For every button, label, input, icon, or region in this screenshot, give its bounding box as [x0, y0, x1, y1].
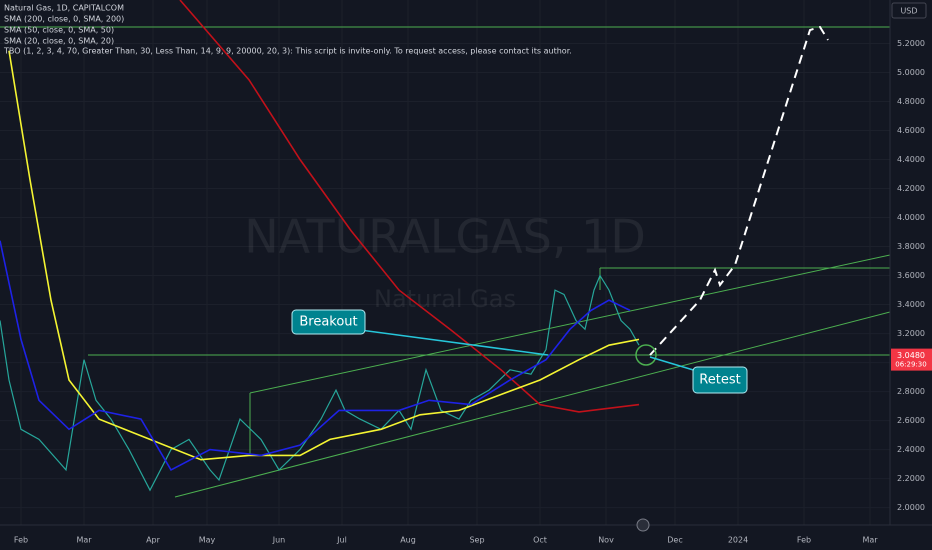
callout-line — [649, 356, 701, 373]
indicator-legend: TBO (1, 2, 3, 4, 70, Greater Than, 30, L… — [3, 47, 572, 56]
x-tick-label: Dec — [667, 536, 682, 545]
projection-path — [649, 25, 829, 356]
callout-line — [359, 329, 549, 356]
annotation-retest: Retest — [649, 356, 748, 394]
y-tick-label: 5.0000 — [897, 68, 925, 77]
drawings — [0, 25, 891, 498]
callout-box — [692, 366, 748, 394]
last-price-box — [891, 348, 932, 371]
y-tick-label: 3.2000 — [897, 329, 925, 338]
callout-text: Breakout — [299, 315, 357, 330]
legend-entry: SMA (200, close, 0, SMA, 200) — [4, 15, 124, 24]
callout-text: Retest — [699, 373, 740, 388]
y-tick-label: 4.2000 — [897, 184, 925, 193]
y-tick-label: 2.0000 — [897, 503, 925, 512]
x-tick-label: Jun — [272, 536, 286, 545]
retest-circle — [635, 344, 657, 366]
x-tick-label: Nov — [598, 536, 614, 545]
x-tick-label: Feb — [14, 536, 28, 545]
y-tick-label: 4.4000 — [897, 155, 925, 164]
time-axis — [0, 525, 890, 550]
x-tick-label: Aug — [400, 536, 416, 545]
x-tick-label: Mar — [862, 536, 878, 545]
y-tick-label: 3.4000 — [897, 300, 925, 309]
channel-upper — [249, 254, 891, 394]
x-tick-label: Jul — [336, 536, 347, 545]
x-tick-label: Oct — [533, 536, 547, 545]
x-tick-label: Feb — [797, 536, 811, 545]
y-tick-label: 3.8000 — [897, 242, 925, 251]
x-tick-label: Mar — [76, 536, 92, 545]
legend-entry: SMA (50, close, 0, SMA, 50) — [4, 26, 114, 35]
series-line — [8, 50, 640, 461]
y-tick-label: 2.4000 — [897, 445, 925, 454]
series — [0, 0, 640, 492]
legend-title: Natural Gas, 1D, CAPITALCOM — [4, 4, 124, 13]
price-axis — [890, 0, 932, 550]
callout-box — [291, 309, 366, 335]
annotation-breakout: Breakout — [291, 309, 549, 356]
y-tick-label: 2.6000 — [897, 416, 925, 425]
series-line — [179, 0, 640, 413]
y-tick-label: 5.2000 — [897, 39, 925, 48]
y-tick-label: 4.6000 — [897, 126, 925, 135]
series-line — [0, 240, 631, 471]
x-tick-label: Apr — [146, 536, 161, 545]
axis-labels: 2.00002.20002.40002.60002.80003.00003.20… — [14, 39, 932, 545]
currency[interactable]: USD — [900, 7, 917, 16]
y-tick-label: 2.2000 — [897, 474, 925, 483]
watermark-subtitle: Natural Gas — [374, 285, 516, 313]
last-price-label: 3.0480 — [897, 351, 925, 360]
x-tick-label: Sep — [469, 536, 484, 545]
replay-icon[interactable] — [636, 518, 650, 532]
y-tick-label: 4.0000 — [897, 213, 925, 222]
series-line — [0, 274, 640, 492]
y-tick-label: 2.8000 — [897, 387, 925, 396]
watermark: NATURALGAS, 1D — [244, 210, 646, 264]
legend: Natural Gas, 1D, CAPITALCOM SMA (200, cl… — [3, 4, 572, 56]
y-tick-label: 3.6000 — [897, 271, 925, 280]
channel-lower — [174, 311, 891, 498]
x-tick-label: May — [199, 536, 216, 545]
countdown: 06:29:30 — [895, 361, 926, 369]
y-tick-label: 4.8000 — [897, 97, 925, 106]
currency-box[interactable] — [891, 2, 927, 19]
legend-entry: SMA (20, close, 0, SMA, 20) — [4, 37, 114, 46]
x-tick-label: 2024 — [728, 536, 748, 545]
